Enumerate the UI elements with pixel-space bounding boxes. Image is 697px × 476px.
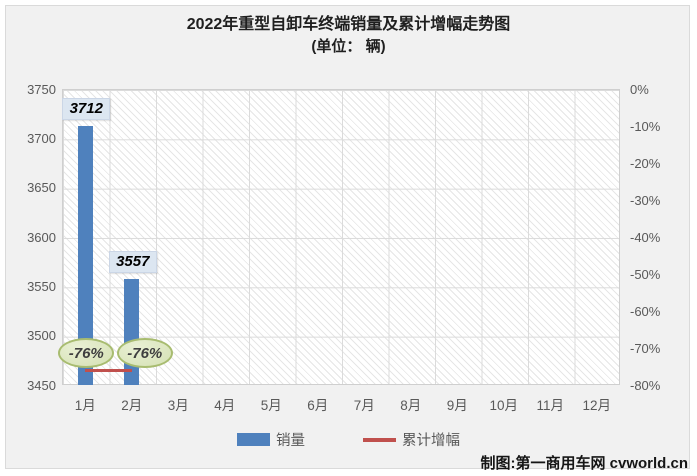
left-axis-tick: 3600 — [27, 229, 56, 245]
legend-item-sales: 销量 — [237, 429, 305, 450]
sales-swatch-icon — [237, 433, 270, 446]
x-axis-label: 5月 — [260, 398, 282, 413]
sales-value-label: 3557 — [108, 251, 157, 274]
sales-bar — [77, 126, 93, 385]
x-axis-label: 7月 — [353, 398, 375, 413]
left-axis-tick: 3450 — [27, 377, 56, 393]
legend-item-growth: 累计增幅 — [363, 429, 460, 450]
right-axis-tick: -50% — [630, 266, 661, 282]
right-axis-tick: -20% — [630, 155, 661, 171]
chart-title-line1: 2022年重型自卸车终端销量及累计增幅走势图 — [186, 16, 511, 33]
growth-callout: -76% — [58, 338, 115, 368]
plot-area — [62, 89, 620, 385]
x-axis-label: 2月 — [121, 398, 143, 413]
left-axis-tick: 3700 — [27, 130, 56, 146]
right-axis-tick: -70% — [630, 340, 661, 356]
x-axis-label: 11月 — [536, 398, 564, 413]
left-axis-tick: 3650 — [27, 180, 56, 196]
x-axis-label: 3月 — [167, 398, 189, 413]
x-axis-label: 9月 — [446, 398, 468, 413]
right-axis-tick: -40% — [630, 229, 661, 245]
sales-value-label: 3712 — [62, 98, 111, 121]
legend-sales-label: 销量 — [276, 433, 305, 449]
credit-text: 制图:第一商用车网 cvworld.cn — [480, 455, 688, 472]
x-axis-label: 4月 — [214, 398, 236, 413]
x-axis-label: 1月 — [74, 398, 96, 413]
growth-line-swatch-icon — [363, 437, 396, 442]
right-axis-tick: -10% — [630, 118, 661, 134]
x-axis-label: 12月 — [582, 398, 612, 413]
left-axis-tick: 3750 — [27, 81, 56, 97]
right-axis-tick: -60% — [630, 303, 661, 319]
chart-title-line2: (单位： 辆) — [311, 38, 386, 55]
growth-callout: -76% — [116, 338, 173, 368]
right-axis-tick: -30% — [630, 192, 661, 208]
left-axis-tick: 3500 — [27, 328, 56, 344]
left-axis-tick: 3550 — [27, 278, 56, 294]
x-axis-label: 6月 — [307, 398, 329, 413]
legend: 销量 累计增幅 — [0, 429, 697, 450]
growth-line-segment — [85, 368, 132, 372]
right-axis-tick: -80% — [630, 377, 661, 393]
chart-title: 2022年重型自卸车终端销量及累计增幅走势图 (单位： 辆) — [0, 13, 697, 57]
x-axis-label: 10月 — [489, 398, 519, 413]
x-axis-label: 8月 — [400, 398, 422, 413]
right-axis-tick: 0% — [630, 81, 649, 97]
legend-growth-label: 累计增幅 — [402, 433, 460, 449]
